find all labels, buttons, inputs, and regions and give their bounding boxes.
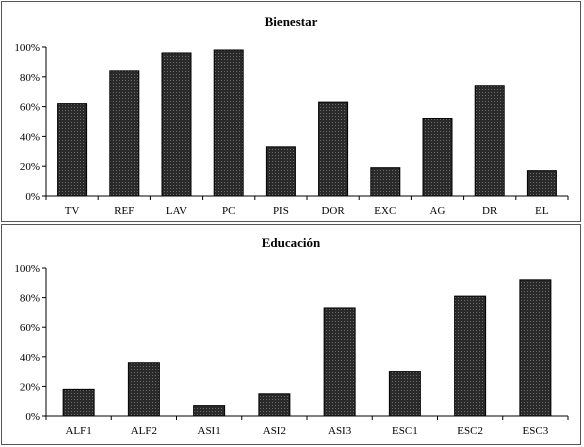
x-tick-label: ESC2 bbox=[457, 425, 483, 437]
x-tick-label: DOR bbox=[321, 205, 345, 217]
x-tick-label: ASI3 bbox=[328, 425, 352, 437]
y-tick-label: 20% bbox=[20, 161, 40, 173]
x-tick-label: AG bbox=[430, 205, 446, 217]
x-tick-label: REF bbox=[114, 205, 134, 217]
x-tick-label: PC bbox=[222, 205, 235, 217]
y-tick-label: 20% bbox=[20, 381, 40, 393]
chart-title: Educación bbox=[262, 235, 321, 250]
y-tick-label: 100% bbox=[14, 263, 40, 275]
x-tick-label: ALF1 bbox=[65, 425, 91, 437]
x-tick-label: TV bbox=[65, 205, 80, 217]
bar-lav bbox=[161, 52, 192, 197]
bar-asi3 bbox=[323, 307, 356, 417]
x-tick-label: EL bbox=[535, 205, 549, 217]
bar-alf2 bbox=[127, 362, 160, 417]
bar-asi2 bbox=[258, 393, 291, 417]
bar-chart-educacion: Educación 0% 20% 40% 60% 80% 100% ALF1 ALF2 ASI1… bbox=[14, 235, 569, 437]
x-tick-label: LAV bbox=[166, 205, 187, 217]
y-tick-label: 40% bbox=[20, 131, 40, 143]
y-tick-label: 60% bbox=[20, 322, 40, 334]
bar-chart-bienestar: Bienestar 0% 20% 40% 60% 80% 100% TV REF LAV PC PI… bbox=[14, 14, 569, 217]
bar-exc bbox=[370, 167, 401, 197]
y-tick-label: 40% bbox=[20, 352, 40, 364]
x-tick-label: ASI1 bbox=[198, 425, 221, 437]
bar-ref bbox=[109, 70, 140, 197]
x-tick-label: ALF2 bbox=[131, 425, 157, 437]
bar-ag bbox=[422, 118, 453, 197]
x-tick-label: PIS bbox=[273, 205, 289, 217]
y-tick-label: 100% bbox=[14, 42, 40, 54]
bar-alf1 bbox=[62, 388, 95, 417]
y-tick-label: 0% bbox=[25, 191, 40, 203]
y-tick-label: 80% bbox=[20, 293, 40, 305]
y-tick-label: 80% bbox=[20, 72, 40, 84]
x-tick-label: ASI2 bbox=[263, 425, 286, 437]
bar-asi1 bbox=[193, 405, 226, 417]
bar-dr bbox=[474, 85, 505, 197]
y-tick-label: 0% bbox=[25, 411, 40, 423]
chart-panel-bienestar: Bienestar 0% 20% 40% 60% 80% 100% TV REF LAV PC PI… bbox=[1, 1, 581, 222]
y-tick-label: 60% bbox=[20, 102, 40, 114]
bar-dor bbox=[318, 101, 349, 197]
x-tick-label: ESC3 bbox=[523, 425, 549, 437]
chart-panel-educacion: Educación 0% 20% 40% 60% 80% 100% ALF1 ALF2 ASI1… bbox=[1, 224, 581, 445]
bar-esc3 bbox=[519, 279, 552, 417]
bar-pis bbox=[265, 146, 296, 197]
bar-el bbox=[526, 170, 557, 197]
x-tick-label: ESC1 bbox=[392, 425, 418, 437]
x-tick-label: DR bbox=[482, 205, 498, 217]
x-tick-label: EXC bbox=[374, 205, 396, 217]
bar-esc2 bbox=[454, 295, 487, 417]
bar-tv bbox=[57, 103, 88, 197]
bar-esc1 bbox=[388, 371, 421, 417]
bar-pc bbox=[213, 49, 244, 197]
chart-title: Bienestar bbox=[265, 14, 318, 29]
